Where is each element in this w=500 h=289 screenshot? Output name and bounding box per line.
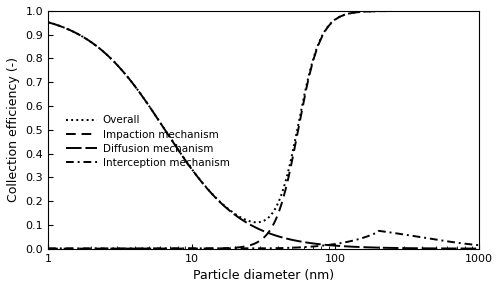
Overall (252, 221, 258, 224)
Diffusion mechanism (278, 236, 284, 239)
Diffusion mechanism (466, 247, 471, 250)
Line: Overall: Overall (48, 11, 479, 222)
Impaction mechanism (252, 242, 258, 245)
Interception mechanism (250, 247, 256, 250)
Overall (279, 191, 285, 194)
Y-axis label: Collection efficiency (-): Collection efficiency (-) (7, 57, 20, 202)
Interception mechanism (45, 247, 51, 250)
Diffusion mechanism (398, 246, 404, 250)
Interception mechanism (278, 246, 284, 250)
Diffusion mechanism (252, 226, 258, 229)
Diffusion mechanism (302, 240, 308, 244)
Interception mechanism (252, 247, 258, 250)
Impaction mechanism (302, 95, 308, 98)
Overall (476, 9, 482, 13)
Interception mechanism (376, 229, 382, 233)
Diffusion mechanism (476, 247, 482, 250)
Line: Interception mechanism: Interception mechanism (48, 231, 479, 249)
Legend: Overall, Impaction mechanism, Diffusion mechanism, Interception mechanism: Overall, Impaction mechanism, Diffusion … (62, 111, 234, 172)
Overall (302, 88, 308, 92)
Impaction mechanism (466, 9, 471, 13)
Overall (250, 220, 256, 224)
Impaction mechanism (45, 247, 51, 250)
Diffusion mechanism (45, 21, 51, 24)
Overall (45, 21, 51, 24)
Interception mechanism (302, 245, 308, 249)
Impaction mechanism (250, 242, 256, 246)
Interception mechanism (476, 243, 482, 247)
Line: Impaction mechanism: Impaction mechanism (48, 11, 479, 249)
Interception mechanism (466, 242, 472, 246)
Interception mechanism (399, 232, 405, 236)
X-axis label: Particle diameter (nm): Particle diameter (nm) (193, 269, 334, 282)
Diffusion mechanism (250, 224, 256, 228)
Impaction mechanism (278, 203, 284, 206)
Impaction mechanism (476, 9, 482, 13)
Impaction mechanism (398, 9, 404, 13)
Overall (466, 9, 472, 13)
Overall (253, 221, 259, 224)
Overall (399, 9, 405, 13)
Line: Diffusion mechanism: Diffusion mechanism (48, 22, 479, 249)
